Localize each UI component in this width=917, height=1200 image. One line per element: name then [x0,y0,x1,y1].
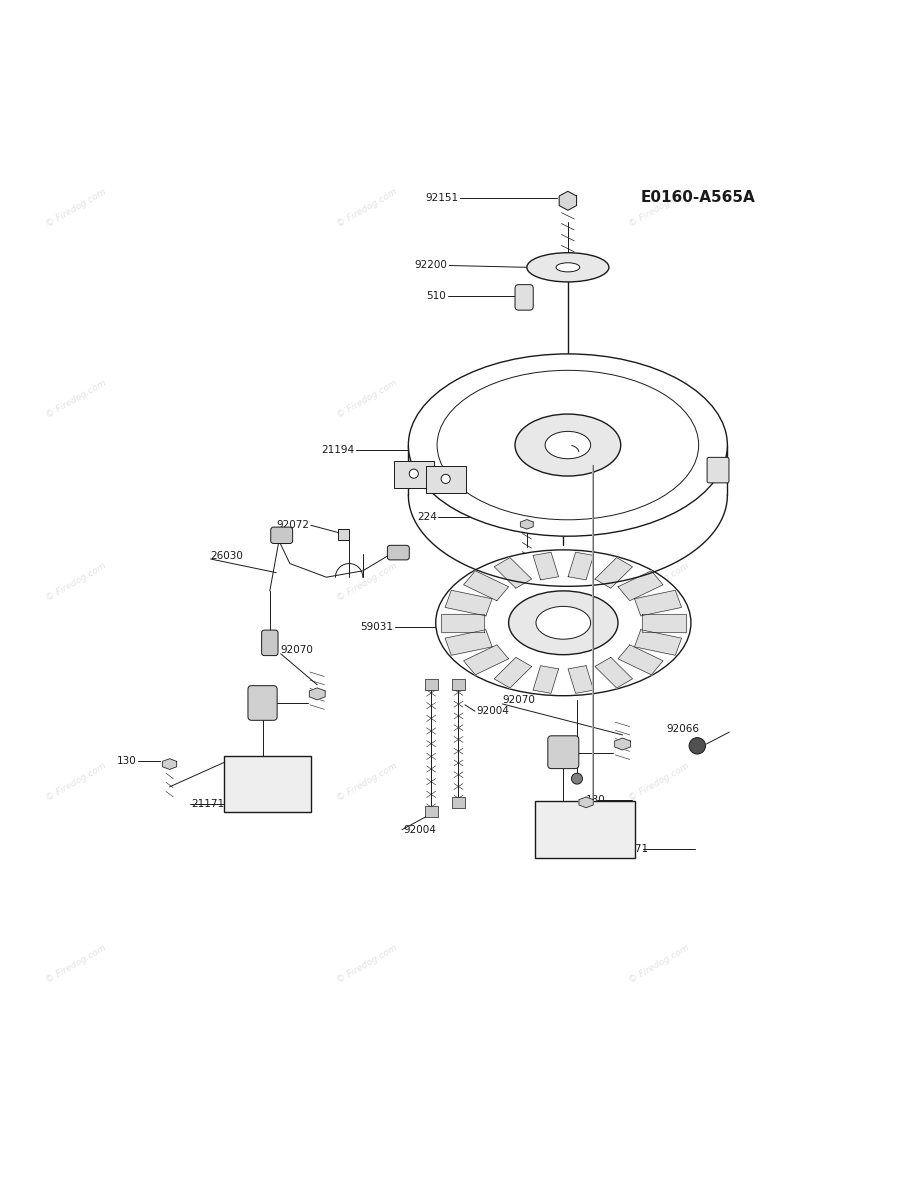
Text: 92070: 92070 [503,695,536,706]
Polygon shape [464,571,509,601]
FancyBboxPatch shape [271,527,293,544]
FancyBboxPatch shape [707,457,729,482]
FancyBboxPatch shape [425,679,437,690]
Text: 130: 130 [586,794,606,805]
FancyBboxPatch shape [535,802,635,858]
Polygon shape [618,571,663,601]
Ellipse shape [545,431,591,458]
FancyBboxPatch shape [515,284,534,310]
Ellipse shape [556,263,580,272]
Polygon shape [445,590,492,616]
Polygon shape [309,688,326,700]
Text: 92200: 92200 [414,260,447,270]
Text: © Firedog.com: © Firedog.com [627,560,691,602]
Polygon shape [533,666,558,694]
Text: © Firedog.com: © Firedog.com [336,379,399,420]
Text: 92070: 92070 [281,646,314,655]
FancyBboxPatch shape [261,630,278,655]
Polygon shape [494,558,532,588]
Polygon shape [494,658,532,688]
Polygon shape [559,191,577,210]
FancyBboxPatch shape [425,806,437,817]
Text: 92066: 92066 [667,725,700,734]
Polygon shape [162,758,177,769]
Polygon shape [568,552,593,580]
Circle shape [571,773,582,784]
Text: © Firedog.com: © Firedog.com [627,187,691,229]
Ellipse shape [509,590,618,655]
Text: © Firedog.com: © Firedog.com [336,560,399,602]
Circle shape [689,738,705,754]
Text: © Firedog.com: © Firedog.com [336,762,399,803]
Text: 92004: 92004 [477,706,510,716]
FancyBboxPatch shape [338,529,349,540]
FancyBboxPatch shape [387,545,409,560]
FancyBboxPatch shape [452,797,465,808]
Text: 21171: 21171 [192,799,225,809]
Polygon shape [595,658,633,688]
Polygon shape [635,590,681,616]
Polygon shape [441,613,484,632]
FancyBboxPatch shape [547,736,579,769]
Text: 21194: 21194 [322,445,355,455]
Polygon shape [445,630,492,655]
Text: © Firedog.com: © Firedog.com [627,943,691,985]
Text: © Firedog.com: © Firedog.com [44,943,107,985]
Ellipse shape [436,550,691,696]
Text: 92151: 92151 [425,193,458,203]
Text: © Firedog.com: © Firedog.com [44,187,107,229]
FancyBboxPatch shape [425,466,466,493]
Polygon shape [614,738,631,750]
Ellipse shape [515,414,621,476]
Polygon shape [643,613,686,632]
Polygon shape [464,644,509,674]
Text: 510: 510 [426,292,446,301]
Text: 21171: 21171 [615,845,648,854]
Text: © Firedog.com: © Firedog.com [44,560,107,602]
Text: 59031: 59031 [359,623,392,632]
Text: 130: 130 [117,756,137,767]
Ellipse shape [536,606,591,640]
Text: 92004: 92004 [403,824,436,835]
Polygon shape [618,644,663,674]
Ellipse shape [437,371,699,520]
Ellipse shape [527,253,609,282]
Circle shape [409,469,418,479]
Text: E0160-A565A: E0160-A565A [641,190,756,205]
Polygon shape [521,520,533,529]
Circle shape [441,474,450,484]
FancyBboxPatch shape [452,679,465,690]
FancyBboxPatch shape [248,685,277,720]
Polygon shape [533,552,558,580]
Polygon shape [595,558,633,588]
Polygon shape [568,666,593,694]
Text: © Firedog.com: © Firedog.com [627,762,691,803]
Text: © Firedog.com: © Firedog.com [336,187,399,229]
Polygon shape [579,466,593,808]
Text: © Firedog.com: © Firedog.com [44,379,107,420]
Text: 92072: 92072 [276,521,309,530]
Text: © Firedog.com: © Firedog.com [44,762,107,803]
Polygon shape [635,630,681,655]
Text: 224: 224 [416,512,436,522]
Text: 26030: 26030 [211,551,243,562]
FancyBboxPatch shape [224,756,311,812]
Text: © Firedog.com: © Firedog.com [627,379,691,420]
FancyBboxPatch shape [393,461,434,488]
Ellipse shape [408,354,727,536]
Text: © Firedog.com: © Firedog.com [336,943,399,985]
